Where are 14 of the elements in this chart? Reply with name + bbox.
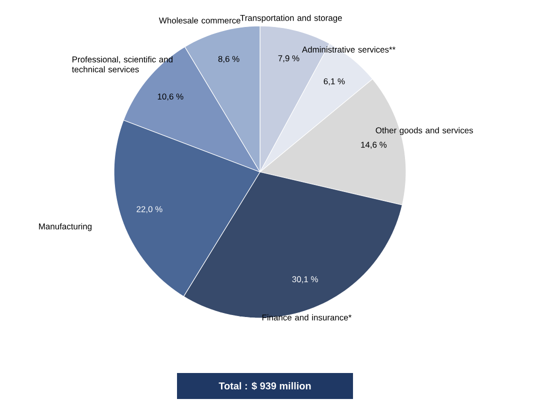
data-label: 10,6 % — [158, 94, 184, 101]
data-label: 7,9 % — [278, 55, 300, 62]
data-label: 6,1 % — [324, 78, 345, 86]
slice-label: Wholesale commerce — [158, 17, 240, 24]
data-label: 8,6 % — [218, 56, 240, 63]
slice-label: Administrative services** — [302, 46, 396, 53]
data-label: 14,6 % — [361, 142, 387, 149]
slice-label: Manufacturing — [39, 223, 92, 232]
data-label: 22,0 % — [136, 206, 162, 214]
text: Total : $ 939 million — [218, 382, 311, 390]
data-label: 30,1 % — [292, 276, 318, 284]
slice-label: Transportation and storage — [240, 14, 342, 23]
slice-label: Other goods and services — [376, 127, 473, 136]
slice-label: Professional, scientific and technical services — [72, 56, 172, 72]
